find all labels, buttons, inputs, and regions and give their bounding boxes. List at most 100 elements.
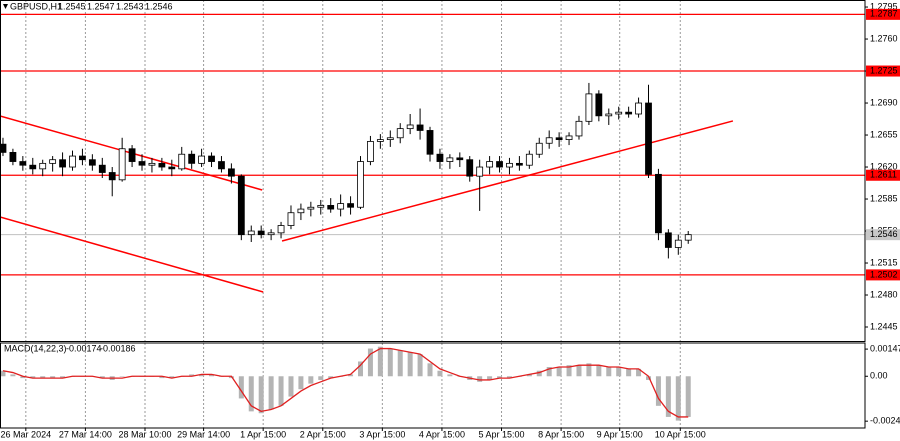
candle-body: [168, 166, 176, 170]
last-price-label: 1.2546: [870, 229, 898, 239]
candle-body: [456, 157, 464, 161]
candle-body: [535, 142, 543, 155]
macd-bar: [487, 376, 493, 380]
candle-body: [237, 175, 245, 236]
x-tick-label: 27 Mar 14:00: [59, 429, 112, 439]
ohlc-readout: 1.2545: [58, 1, 86, 11]
candle-body: [148, 162, 156, 166]
trendline: [0, 216, 264, 293]
macd-title: MACD(14,22,3): [4, 343, 67, 353]
macd-bar: [665, 376, 671, 417]
candle-body: [218, 161, 225, 170]
macd-bar: [377, 346, 383, 377]
macd-bar: [685, 376, 691, 417]
candle-body: [446, 157, 454, 162]
macd-bar: [278, 376, 284, 406]
candle-body: [466, 159, 474, 177]
macd-bar: [397, 350, 403, 377]
macd-bar: [268, 376, 274, 410]
macd-bar: [189, 374, 195, 377]
macd-bar: [546, 367, 552, 377]
macd-bar: [427, 363, 433, 377]
y-tick-label: 1.2655: [870, 129, 898, 139]
ohlc-readout: 1.2547: [87, 1, 115, 11]
macd-bar: [576, 365, 582, 377]
candle-body: [128, 148, 136, 162]
macd-bar: [497, 376, 503, 379]
candle-body: [426, 130, 434, 155]
macd-bar: [60, 376, 66, 379]
candle-body: [178, 153, 186, 170]
candle-body: [357, 161, 364, 208]
candle-body: [615, 111, 623, 115]
candle-body: [575, 120, 583, 137]
macd-bar: [655, 376, 661, 406]
candle-body: [555, 137, 563, 140]
macd-bar: [447, 374, 453, 377]
macd-bar: [50, 376, 56, 379]
macd-bar: [0, 370, 6, 377]
macd-bar: [387, 348, 393, 377]
macd-bar: [248, 376, 254, 412]
candle-body: [0, 143, 7, 153]
level-label-box: [866, 65, 900, 77]
candle-body: [108, 172, 116, 181]
candle-body: [585, 93, 593, 122]
macd-bar: [626, 368, 632, 377]
macd-bar: [119, 376, 125, 377]
macd-bar: [616, 367, 622, 377]
candle-body: [605, 113, 613, 117]
candle-body: [277, 225, 285, 234]
candle-body: [138, 161, 146, 166]
macd-bar: [99, 376, 105, 379]
candle-body: [39, 162, 47, 170]
candle-body: [674, 239, 682, 248]
ohlc-readout: 1.2543: [116, 1, 144, 11]
macd-bar: [536, 370, 542, 377]
level-label: 1.2725: [870, 65, 898, 75]
macd-bar: [199, 374, 205, 377]
candle-body: [257, 230, 265, 236]
candle-body: [486, 161, 494, 168]
candle-body: [247, 230, 255, 236]
x-tick-label: 10 Apr 15:00: [655, 429, 706, 439]
candle-body: [376, 139, 384, 142]
x-tick-label: 9 Apr 15:00: [597, 429, 643, 439]
macd-bar: [636, 368, 642, 377]
macd-frame: [0, 342, 866, 429]
x-tick-label: 1 Apr 15:00: [240, 429, 286, 439]
level-label-box: [866, 8, 900, 20]
level-label: 1.2502: [870, 269, 898, 279]
level-label: 1.2787: [870, 9, 898, 19]
level-label-box: [866, 169, 900, 181]
y-tick-label: 1.2480: [870, 289, 898, 299]
candle-body: [545, 137, 553, 144]
macd-bar: [586, 363, 592, 377]
candle-body: [337, 203, 345, 210]
macd-bar: [308, 376, 314, 384]
candle-body: [347, 203, 354, 208]
macd-bar: [526, 374, 532, 377]
y-tick-label: 1.2690: [870, 97, 898, 107]
last-price-box: [866, 229, 900, 241]
x-tick-label: 5 Apr 15:00: [478, 429, 524, 439]
candle-body: [29, 164, 37, 170]
candle-body: [98, 164, 106, 173]
candle-body: [367, 141, 374, 162]
candle-body: [635, 102, 642, 115]
macd-bar: [20, 376, 26, 379]
macd-bar: [318, 376, 324, 380]
candle-body: [208, 155, 215, 162]
macd-bar: [477, 376, 483, 382]
candle-body: [88, 159, 96, 166]
macd-bar: [258, 376, 264, 414]
macd-bar: [506, 376, 512, 379]
candle-body: [386, 137, 394, 140]
macd-bar: [675, 376, 681, 421]
symbol-icon: [3, 4, 8, 9]
candle-body: [69, 155, 76, 168]
y-tick-label: -0.00243: [870, 416, 900, 426]
macd-bar: [10, 374, 16, 377]
candle-body: [287, 212, 295, 226]
